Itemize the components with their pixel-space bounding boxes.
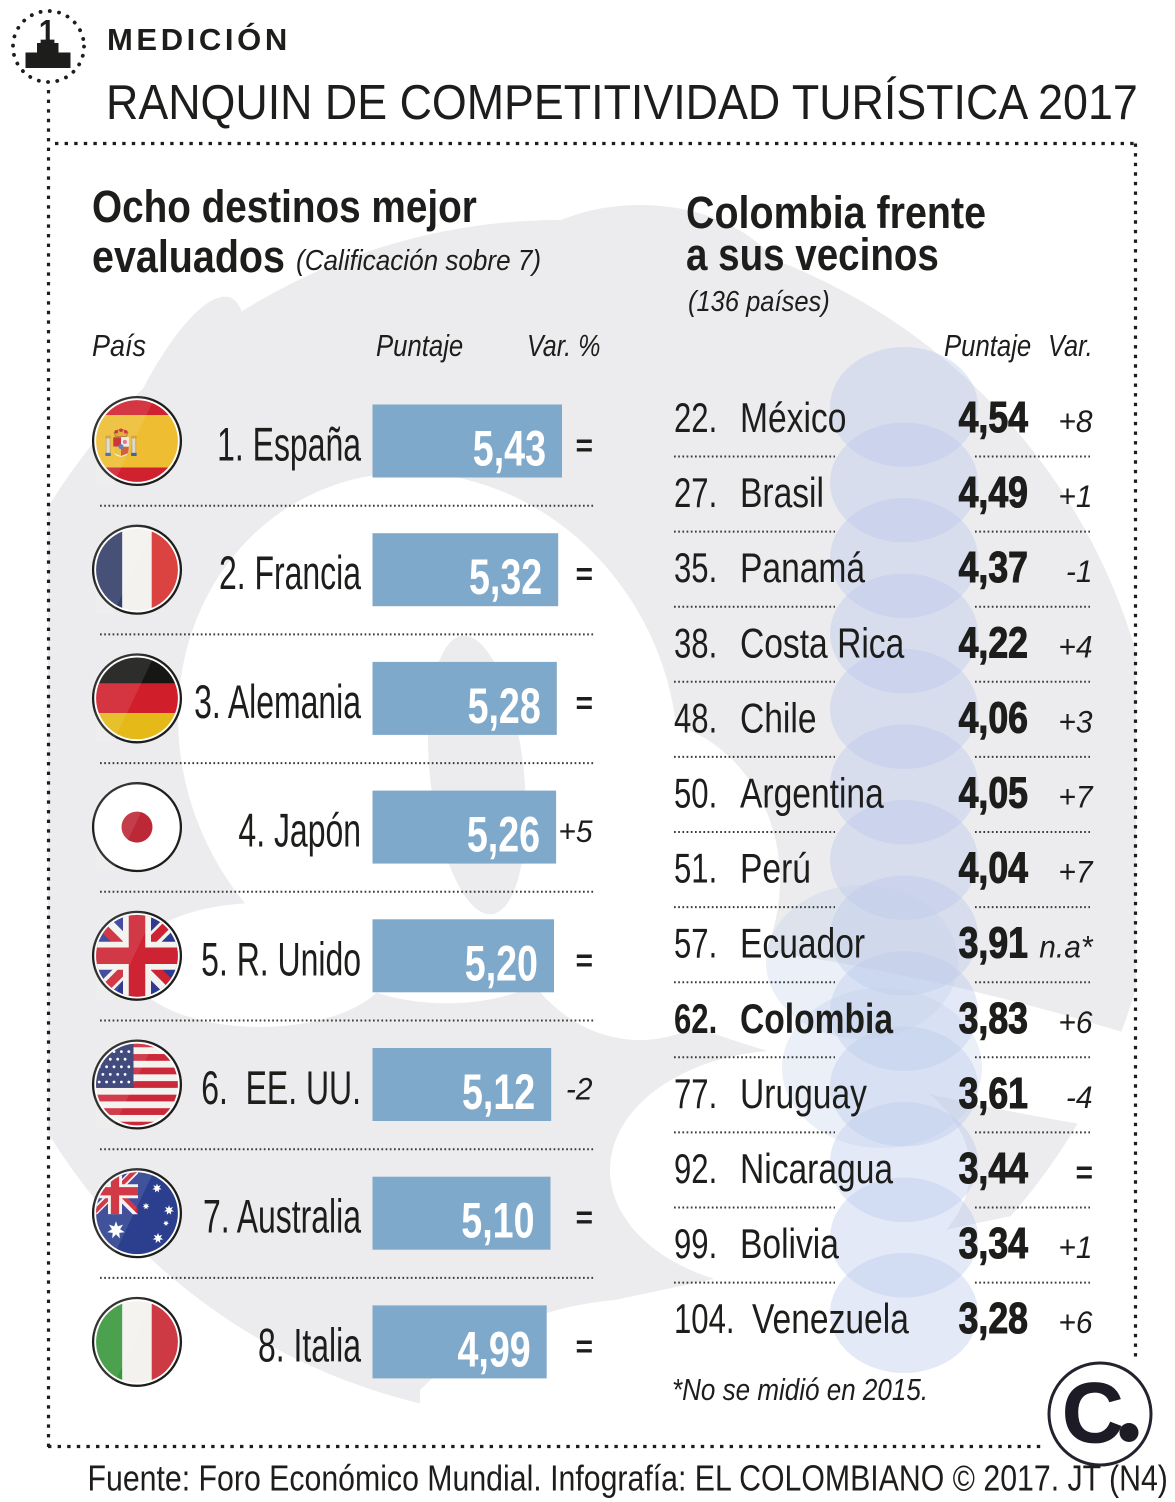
- svg-text:5,26: 5,26: [467, 807, 540, 863]
- svg-text:+3: +3: [1058, 704, 1092, 740]
- svg-text:+1: +1: [1058, 478, 1092, 514]
- svg-text:5,28: 5,28: [468, 679, 541, 735]
- svg-text:5,32: 5,32: [469, 550, 542, 606]
- svg-text:Var.: Var.: [1048, 329, 1093, 364]
- svg-text:4,05: 4,05: [959, 769, 1028, 817]
- svg-text:3,44: 3,44: [959, 1145, 1028, 1193]
- svg-text:51.: 51.: [674, 845, 717, 892]
- svg-text:RANQUIN DE COMPETITIVIDAD TURÍ: RANQUIN DE COMPETITIVIDAD TURÍSTICA 2017: [106, 75, 1138, 131]
- svg-text:50.: 50.: [674, 770, 717, 817]
- svg-text:=: =: [575, 1328, 593, 1364]
- svg-text:=: =: [575, 427, 593, 463]
- svg-text:3,91: 3,91: [959, 919, 1028, 967]
- svg-text:-4: -4: [1066, 1079, 1093, 1115]
- svg-text:Costa Rica: Costa Rica: [740, 621, 905, 667]
- svg-text:2. Francia: 2. Francia: [219, 547, 362, 600]
- svg-text:Puntaje: Puntaje: [944, 329, 1031, 364]
- svg-text:5,20: 5,20: [465, 936, 538, 992]
- svg-text:C: C: [1062, 1366, 1123, 1461]
- svg-text:1: 1: [39, 14, 56, 51]
- svg-text:*No se midió en 2015.: *No se midió en 2015.: [672, 1373, 928, 1408]
- svg-text:77.: 77.: [674, 1070, 717, 1117]
- svg-text:Ecuador: Ecuador: [740, 921, 865, 967]
- svg-text:3,61: 3,61: [959, 1070, 1028, 1118]
- svg-text:35.: 35.: [674, 545, 717, 592]
- svg-text:+7: +7: [1058, 854, 1094, 890]
- svg-text:92.: 92.: [674, 1145, 717, 1192]
- svg-text:57.: 57.: [674, 920, 717, 967]
- svg-text:4,99: 4,99: [457, 1322, 530, 1378]
- svg-text:Var. %: Var. %: [527, 327, 600, 362]
- svg-text:-1: -1: [1066, 553, 1093, 589]
- svg-text:Ocho destinos mejor: Ocho destinos mejor: [92, 181, 477, 231]
- svg-text:+6: +6: [1058, 1304, 1093, 1340]
- svg-text:4,06: 4,06: [959, 694, 1028, 742]
- svg-text:1. España: 1. España: [217, 418, 361, 471]
- svg-text:Colombia: Colombia: [740, 996, 894, 1042]
- svg-text:3,34: 3,34: [959, 1220, 1028, 1268]
- svg-text:Colombia frente: Colombia frente: [686, 188, 986, 238]
- svg-text:4,04: 4,04: [959, 844, 1028, 892]
- svg-text:22.: 22.: [674, 394, 717, 441]
- svg-text:4. Japón: 4. Japón: [238, 804, 361, 857]
- svg-text:MEDICIÓN: MEDICIÓN: [107, 21, 291, 57]
- svg-text:5,10: 5,10: [461, 1193, 534, 1249]
- svg-text:+6: +6: [1058, 1004, 1093, 1040]
- svg-text:Chile: Chile: [740, 696, 817, 742]
- svg-text:País: País: [92, 329, 146, 363]
- svg-text:104.: 104.: [674, 1296, 734, 1343]
- svg-text:(136 países): (136 países): [688, 284, 830, 317]
- svg-text:4,22: 4,22: [959, 619, 1028, 667]
- svg-text:Brasil: Brasil: [740, 471, 824, 517]
- svg-text:+5: +5: [558, 813, 593, 849]
- svg-text:3. Alemania: 3. Alemania: [194, 676, 361, 729]
- svg-text:4,37: 4,37: [959, 544, 1028, 592]
- svg-text:Perú: Perú: [740, 846, 811, 892]
- svg-text:+4: +4: [1058, 629, 1092, 665]
- svg-text:5,43: 5,43: [473, 421, 546, 477]
- svg-text:México: México: [740, 396, 846, 442]
- svg-text:Argentina: Argentina: [740, 771, 885, 817]
- svg-text:48.: 48.: [674, 695, 717, 742]
- svg-text:=: =: [575, 685, 593, 721]
- svg-text:=: =: [575, 1199, 593, 1235]
- svg-text:n.a*: n.a*: [1039, 929, 1093, 965]
- svg-text:+1: +1: [1058, 1229, 1092, 1265]
- svg-text:Venezuela: Venezuela: [752, 1297, 910, 1343]
- svg-text:6. EE. UU.: 6. EE. UU.: [201, 1062, 361, 1115]
- svg-text:Puntaje: Puntaje: [376, 329, 463, 364]
- svg-text:4,49: 4,49: [959, 469, 1028, 517]
- svg-text:evaluados: evaluados: [92, 232, 285, 282]
- svg-text:Nicaragua: Nicaragua: [740, 1147, 894, 1193]
- svg-text:99.: 99.: [674, 1221, 717, 1268]
- svg-text:Bolivia: Bolivia: [740, 1222, 840, 1268]
- svg-text:4,54: 4,54: [959, 394, 1028, 442]
- svg-text:62.: 62.: [674, 995, 717, 1042]
- svg-text:=: =: [575, 556, 593, 592]
- svg-text:+8: +8: [1058, 403, 1092, 439]
- svg-text:(Calificación sobre 7): (Calificación sobre 7): [296, 244, 541, 277]
- svg-text:5. R. Unido: 5. R. Unido: [201, 933, 361, 986]
- svg-text:a sus vecinos: a sus vecinos: [686, 229, 939, 279]
- svg-text:=: =: [575, 942, 593, 978]
- svg-text:Panamá: Panamá: [740, 546, 866, 592]
- svg-text:-2: -2: [566, 1071, 593, 1107]
- svg-text:Fuente: Foro Económico Mundial: Fuente: Foro Económico Mundial. Infograf…: [88, 1459, 1168, 1499]
- svg-text:7. Australia: 7. Australia: [203, 1191, 362, 1244]
- svg-text:3,28: 3,28: [959, 1295, 1028, 1343]
- svg-text:=: =: [1075, 1154, 1093, 1190]
- svg-text:3,83: 3,83: [959, 995, 1028, 1043]
- svg-text:38.: 38.: [674, 620, 717, 667]
- svg-text:27.: 27.: [674, 470, 717, 517]
- svg-text:5,12: 5,12: [462, 1065, 535, 1121]
- svg-text:Uruguay: Uruguay: [740, 1071, 867, 1117]
- svg-text:+7: +7: [1058, 779, 1094, 815]
- svg-text:8. Italia: 8. Italia: [258, 1319, 362, 1372]
